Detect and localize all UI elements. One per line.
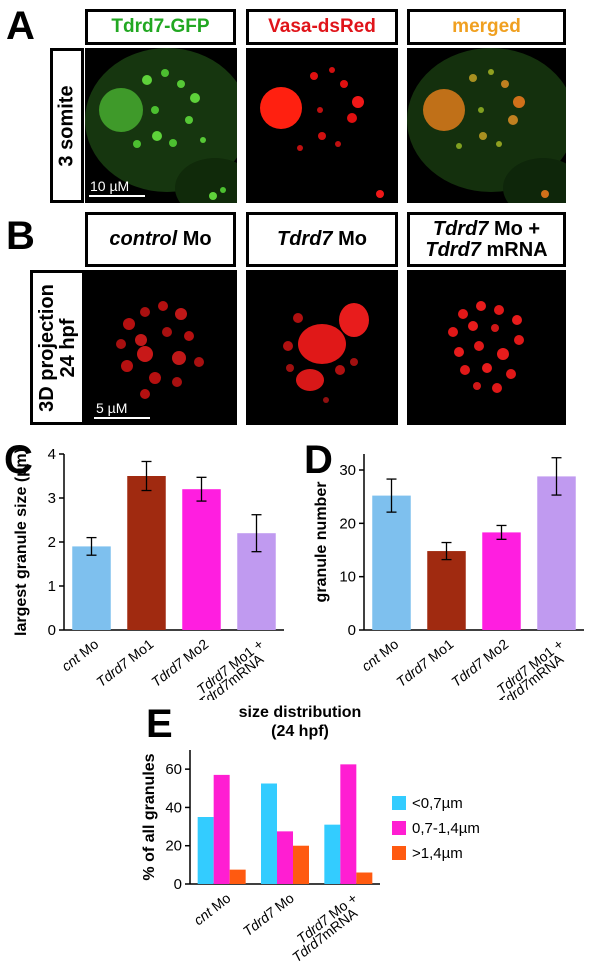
header-tdrd7-rest: Mo: [332, 228, 367, 250]
header-tdrd7-mo: Tdrd7 Mo: [246, 212, 398, 267]
panel-label-a: A: [6, 4, 35, 48]
header-vasa-dsred-text: Vasa-dsRed: [268, 16, 376, 38]
e-bar-2-0: [324, 824, 341, 884]
e-bar-2-1: [340, 764, 357, 884]
header-tdrd7-gfp: Tdrd7-GFP: [85, 9, 236, 45]
row-label-3d-line2: 24 hpf: [56, 318, 79, 377]
d-bar-0: [372, 495, 411, 630]
e-xlabel-1-line0: Tdrd7 Mo: [240, 890, 297, 940]
micrograph-tdrd7-mo-mrna: [407, 270, 566, 425]
header-control-rest: Mo: [177, 228, 212, 250]
e-legend-label-2: >1,4µm: [412, 845, 463, 862]
d-xlabel-1-line0: Tdrd7 Mo1: [393, 636, 456, 690]
e-legend-label-0: <0,7µm: [412, 795, 463, 812]
scale-bar-b: [94, 417, 150, 419]
header-rescue-l2-italic: Tdrd7: [425, 238, 481, 261]
c-ytick-label-4: 4: [48, 446, 56, 463]
d-ytick-label-3: 30: [339, 462, 356, 479]
e-ytick-label-1: 20: [165, 838, 182, 855]
e-bar-2-2: [356, 872, 373, 884]
micrograph-merged: [407, 48, 566, 203]
header-control-mo: control Mo: [85, 212, 236, 267]
chart-size-distribution: size distribution (24 hpf) 0 20 40 60 % of all…: [141, 704, 480, 962]
e-bar-0-2: [229, 869, 246, 884]
header-vasa-dsred: Vasa-dsRed: [246, 9, 398, 45]
row-label-3-somite: 3 somite: [50, 48, 84, 203]
c-bar-1: [127, 476, 166, 630]
header-rescue-l1-italic: Tdrd7: [432, 217, 489, 240]
scale-label-a: 10 µM: [90, 178, 130, 194]
panel-label-d: D: [304, 438, 333, 482]
row-label-3d-projection-text: 3D projection 24 hpf: [35, 283, 79, 412]
d-ytick-label-0: 0: [348, 622, 356, 639]
d-bar-1: [427, 551, 466, 630]
panel-label-e: E: [146, 702, 173, 746]
micrograph-control-mo: [85, 270, 237, 425]
e-xlabel-0-line0: cnt Mo: [191, 890, 234, 929]
e-legend-label-1: 0,7-1,4µm: [412, 820, 480, 837]
micrograph-tdrd7-gfp-svg: [85, 48, 237, 203]
c-xlabel-0-line0: cnt Mo: [58, 636, 101, 675]
c-ytick-label-1: 1: [48, 578, 56, 595]
scale-bar-a: [89, 195, 145, 197]
header-rescue-l1-rest: Mo +: [488, 217, 541, 240]
micrograph-vasa-dsred: [246, 48, 398, 203]
d-bar-2: [482, 532, 521, 630]
e-legend-swatch-0: [392, 796, 406, 810]
micrograph-tdrd7-mo-mrna-svg: [448, 301, 524, 393]
e-bar-1-2: [293, 845, 309, 884]
e-ytick-label-0: 0: [174, 876, 182, 893]
c-ytick-label-0: 0: [48, 622, 56, 639]
d-xlabel-0-line0: cnt Mo: [358, 636, 401, 675]
scale-label-b: 5 µM: [96, 400, 128, 416]
e-ytick-label-2: 40: [165, 799, 182, 816]
header-tdrd7-mo-mrna: Tdrd7 Mo + Tdrd7 mRNA: [407, 212, 566, 267]
e-legend-swatch-1: [392, 821, 406, 835]
e-title: size distribution: [239, 704, 362, 721]
e-bar-1-1: [277, 831, 293, 884]
header-tdrd7-italic: Tdrd7: [277, 228, 333, 250]
row-label-3-somite-text: 3 somite: [55, 84, 78, 167]
panel-label-b: B: [6, 214, 35, 258]
e-ylabel: % of all granules: [141, 753, 158, 880]
c-xlabel-1-line0: Tdrd7 Mo1: [93, 636, 156, 690]
micrograph-tdrd7-gfp: [85, 48, 237, 203]
c-ylabel: largest granule size (µm): [13, 448, 30, 636]
c-ytick-label-3: 3: [48, 490, 56, 507]
panel-label-c: C: [4, 438, 33, 482]
micrograph-tdrd7-mo: [246, 270, 398, 425]
c-ytick-label-2: 2: [48, 534, 56, 551]
e-subtitle: (24 hpf): [271, 723, 329, 740]
e-bar-0-0: [197, 817, 214, 884]
micrograph-merged-svg: [407, 48, 566, 203]
header-control-italic: control: [109, 228, 178, 250]
c-bar-0: [72, 546, 111, 630]
micrograph-vasa-dsred-svg: [260, 67, 384, 198]
e-ytick-label-3: 60: [165, 761, 182, 778]
header-rescue-l2-rest: mRNA: [480, 238, 548, 261]
micrograph-control-mo-svg: [116, 301, 204, 399]
d-ylabel: granule number: [313, 482, 330, 603]
d-ytick-label-1: 10: [339, 569, 356, 586]
d-ytick-label-2: 20: [339, 515, 356, 532]
header-tdrd7-gfp-text: Tdrd7-GFP: [111, 16, 210, 38]
e-bar-1-0: [261, 783, 277, 884]
header-merged: merged: [407, 9, 566, 45]
micrograph-tdrd7-mo-svg: [283, 303, 369, 403]
row-label-3d-line1: 3D projection: [35, 283, 58, 412]
header-merged-text: merged: [452, 16, 521, 38]
d-bar-3: [537, 476, 576, 630]
row-label-3d-projection: 3D projection 24 hpf: [30, 270, 85, 425]
e-legend-swatch-2: [392, 846, 406, 860]
e-bar-0-1: [213, 774, 230, 884]
c-bar-2: [182, 489, 221, 630]
